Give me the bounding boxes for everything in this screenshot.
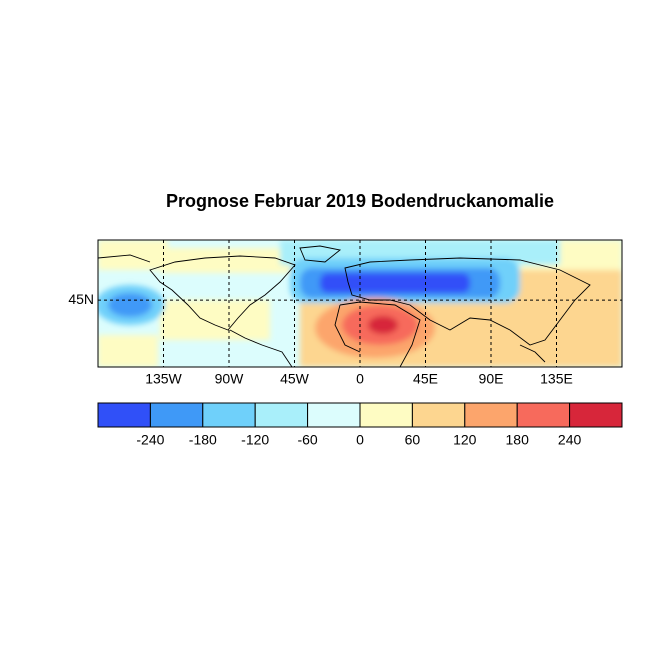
- colorbar-tick-label: 180: [506, 432, 530, 448]
- x-tick-label: 45W: [280, 371, 310, 387]
- x-tick-label: 90W: [215, 371, 245, 387]
- y-tick-label: 45N: [68, 291, 94, 307]
- colorbar-tick-label: -120: [241, 432, 269, 448]
- colorbar-tick-label: 120: [453, 432, 477, 448]
- x-tick-label: 0: [356, 371, 364, 387]
- colorbar-swatch: [569, 402, 623, 428]
- anomaly-field: [98, 240, 622, 367]
- colorbar-swatch: [411, 402, 466, 428]
- colorbar-tick-label: 240: [558, 432, 582, 448]
- colorbar-swatch: [202, 402, 256, 428]
- colorbar-swatch: [307, 402, 361, 428]
- x-tick-label: 45E: [413, 371, 438, 387]
- colorbar-swatch: [97, 402, 151, 428]
- colorbar-swatch: [149, 402, 204, 428]
- colorbar-swatch: [254, 402, 309, 428]
- colorbar-swatch: [359, 402, 413, 428]
- colorbar-swatch: [464, 402, 518, 428]
- colorbar-swatch: [516, 402, 571, 428]
- map-title: Prognose Februar 2019 Bodendruckanomalie: [166, 191, 554, 211]
- colorbar-tick-label: -60: [297, 432, 317, 448]
- x-tick-label: 135E: [540, 371, 573, 387]
- x-tick-label: 90E: [479, 371, 504, 387]
- colorbar-tick-label: 0: [356, 432, 364, 448]
- colorbar-tick-label: -180: [189, 432, 217, 448]
- x-tick-label: 135W: [145, 371, 182, 387]
- colorbar-tick-label: -240: [136, 432, 164, 448]
- colorbar-tick-label: 60: [405, 432, 421, 448]
